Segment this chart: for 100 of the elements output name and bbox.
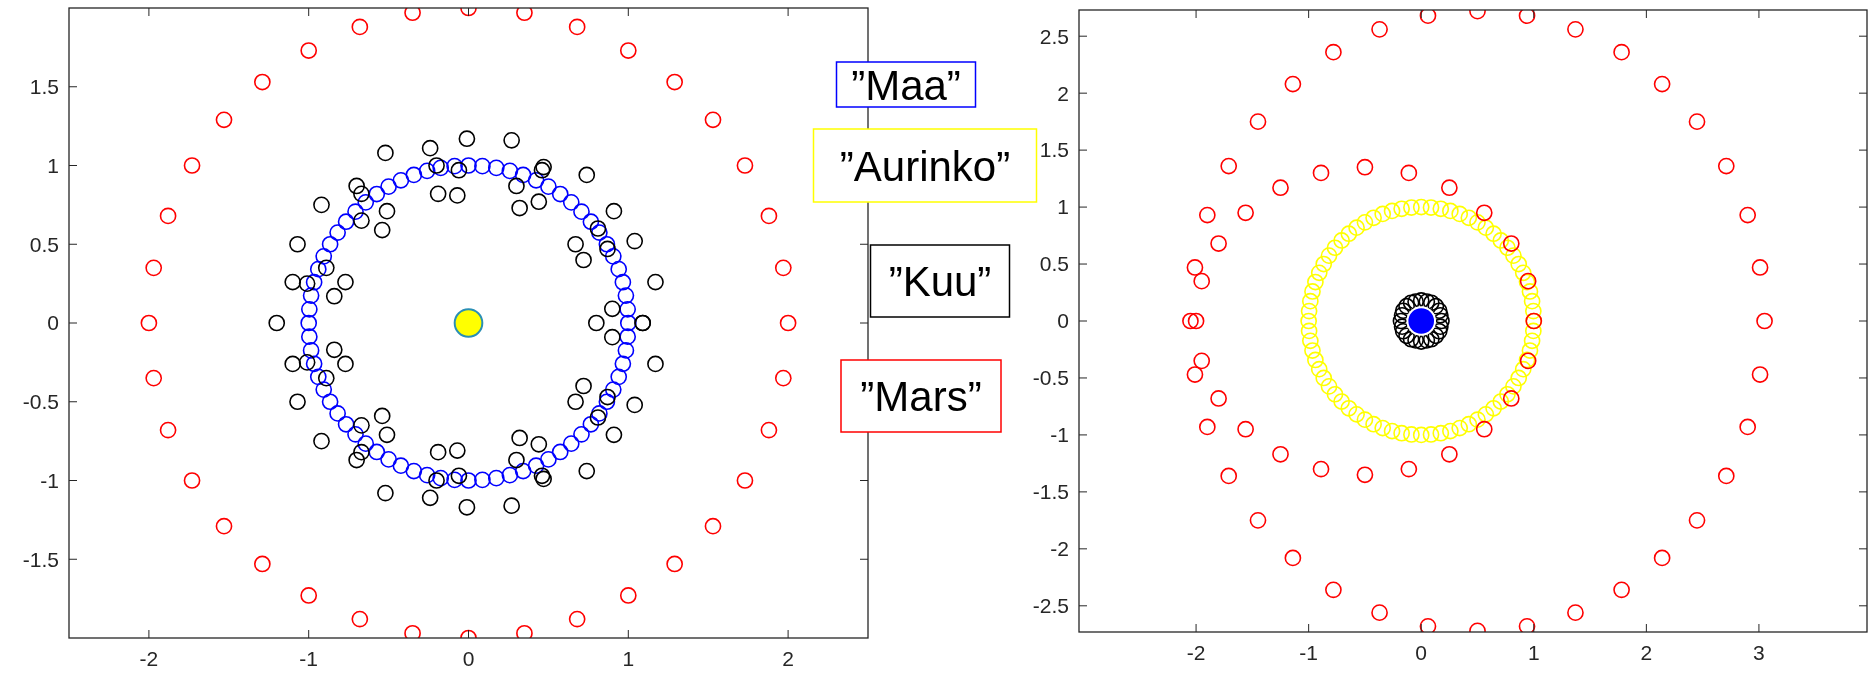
point [1502,235,1520,252]
point [1613,581,1630,599]
point [1193,272,1211,290]
y-tick-label: -0.5 [22,390,59,414]
y-tick-label: 0.5 [1039,252,1069,276]
point [1717,467,1735,485]
point [1198,206,1216,224]
point [1518,10,1536,25]
point [351,18,369,36]
point [1284,549,1302,567]
point [1653,549,1671,567]
y-tick-label: 1.5 [1039,138,1069,162]
y-tick-label: -2 [1050,537,1069,561]
point [1407,293,1424,310]
point [1431,306,1449,324]
point [253,555,271,573]
point [1739,418,1757,436]
x-tick-label: 0 [462,647,475,670]
point [1475,420,1493,438]
point [568,610,586,628]
point [1406,306,1437,336]
point [1237,420,1254,438]
x-tick-label: -2 [1186,641,1206,664]
point [1325,43,1342,61]
point [1312,164,1330,182]
x-tick-label: -1 [299,647,319,670]
point [568,18,586,36]
point [1402,330,1420,348]
point [760,421,778,439]
point [1398,327,1415,345]
point [1272,179,1289,197]
point [159,207,177,225]
point [1198,418,1216,436]
point [1371,21,1388,38]
x-tick-label: -1 [1299,641,1318,664]
point [1402,294,1420,312]
y-tick-label: 1 [1057,195,1069,219]
point [1412,333,1430,350]
point [453,308,484,338]
point [1430,322,1448,340]
point [1187,312,1205,330]
point [1371,604,1388,621]
point [736,472,754,489]
point [1419,10,1437,25]
point [1567,21,1584,38]
text: ”Aurinko” [839,142,1011,190]
y-tick-label: -0.5 [1032,366,1069,390]
point [774,369,792,387]
point [1284,75,1302,93]
y-tick-label: 0 [1057,309,1069,333]
point [1325,581,1342,599]
point [1193,352,1211,370]
point [1220,467,1238,485]
point [1440,179,1458,197]
x-tick-label: -2 [139,647,159,670]
point [1249,113,1267,130]
point [1356,466,1374,484]
point [1186,259,1204,276]
point [666,555,684,573]
point [300,42,318,59]
point [215,111,233,129]
y-tick-label: -1.5 [22,547,59,571]
point [619,42,637,59]
point [1407,332,1424,349]
point [619,587,637,604]
point [1422,294,1440,312]
point [1394,302,1412,320]
point [1418,332,1436,349]
point [1440,445,1458,463]
point [300,587,318,604]
x-tick-label: 3 [1753,641,1765,664]
point [1412,292,1430,309]
point [183,472,201,489]
point [1751,366,1769,383]
point [1567,604,1584,621]
point [1431,318,1449,336]
point [145,259,163,277]
y-tick-label: 2 [1057,81,1069,105]
point [1427,327,1445,345]
point [1186,366,1204,383]
point [1400,164,1418,182]
x-tick-label: 2 [1640,641,1653,664]
point [351,610,369,628]
point [1502,390,1520,407]
text: ”Kuu” [888,258,992,306]
point [1272,445,1289,463]
point [1475,204,1493,222]
text: ”Maa” [851,61,961,109]
y-tick-label: 1.5 [29,75,59,99]
point [1739,206,1757,224]
x-tick-label: 0 [1415,641,1428,664]
y-tick-label: 0.5 [29,232,59,256]
point [704,517,722,535]
point [1430,302,1448,320]
point [1717,157,1735,175]
point [1249,511,1267,529]
point [1394,322,1412,340]
point [1751,259,1769,276]
point [760,207,778,225]
point [1518,617,1536,632]
